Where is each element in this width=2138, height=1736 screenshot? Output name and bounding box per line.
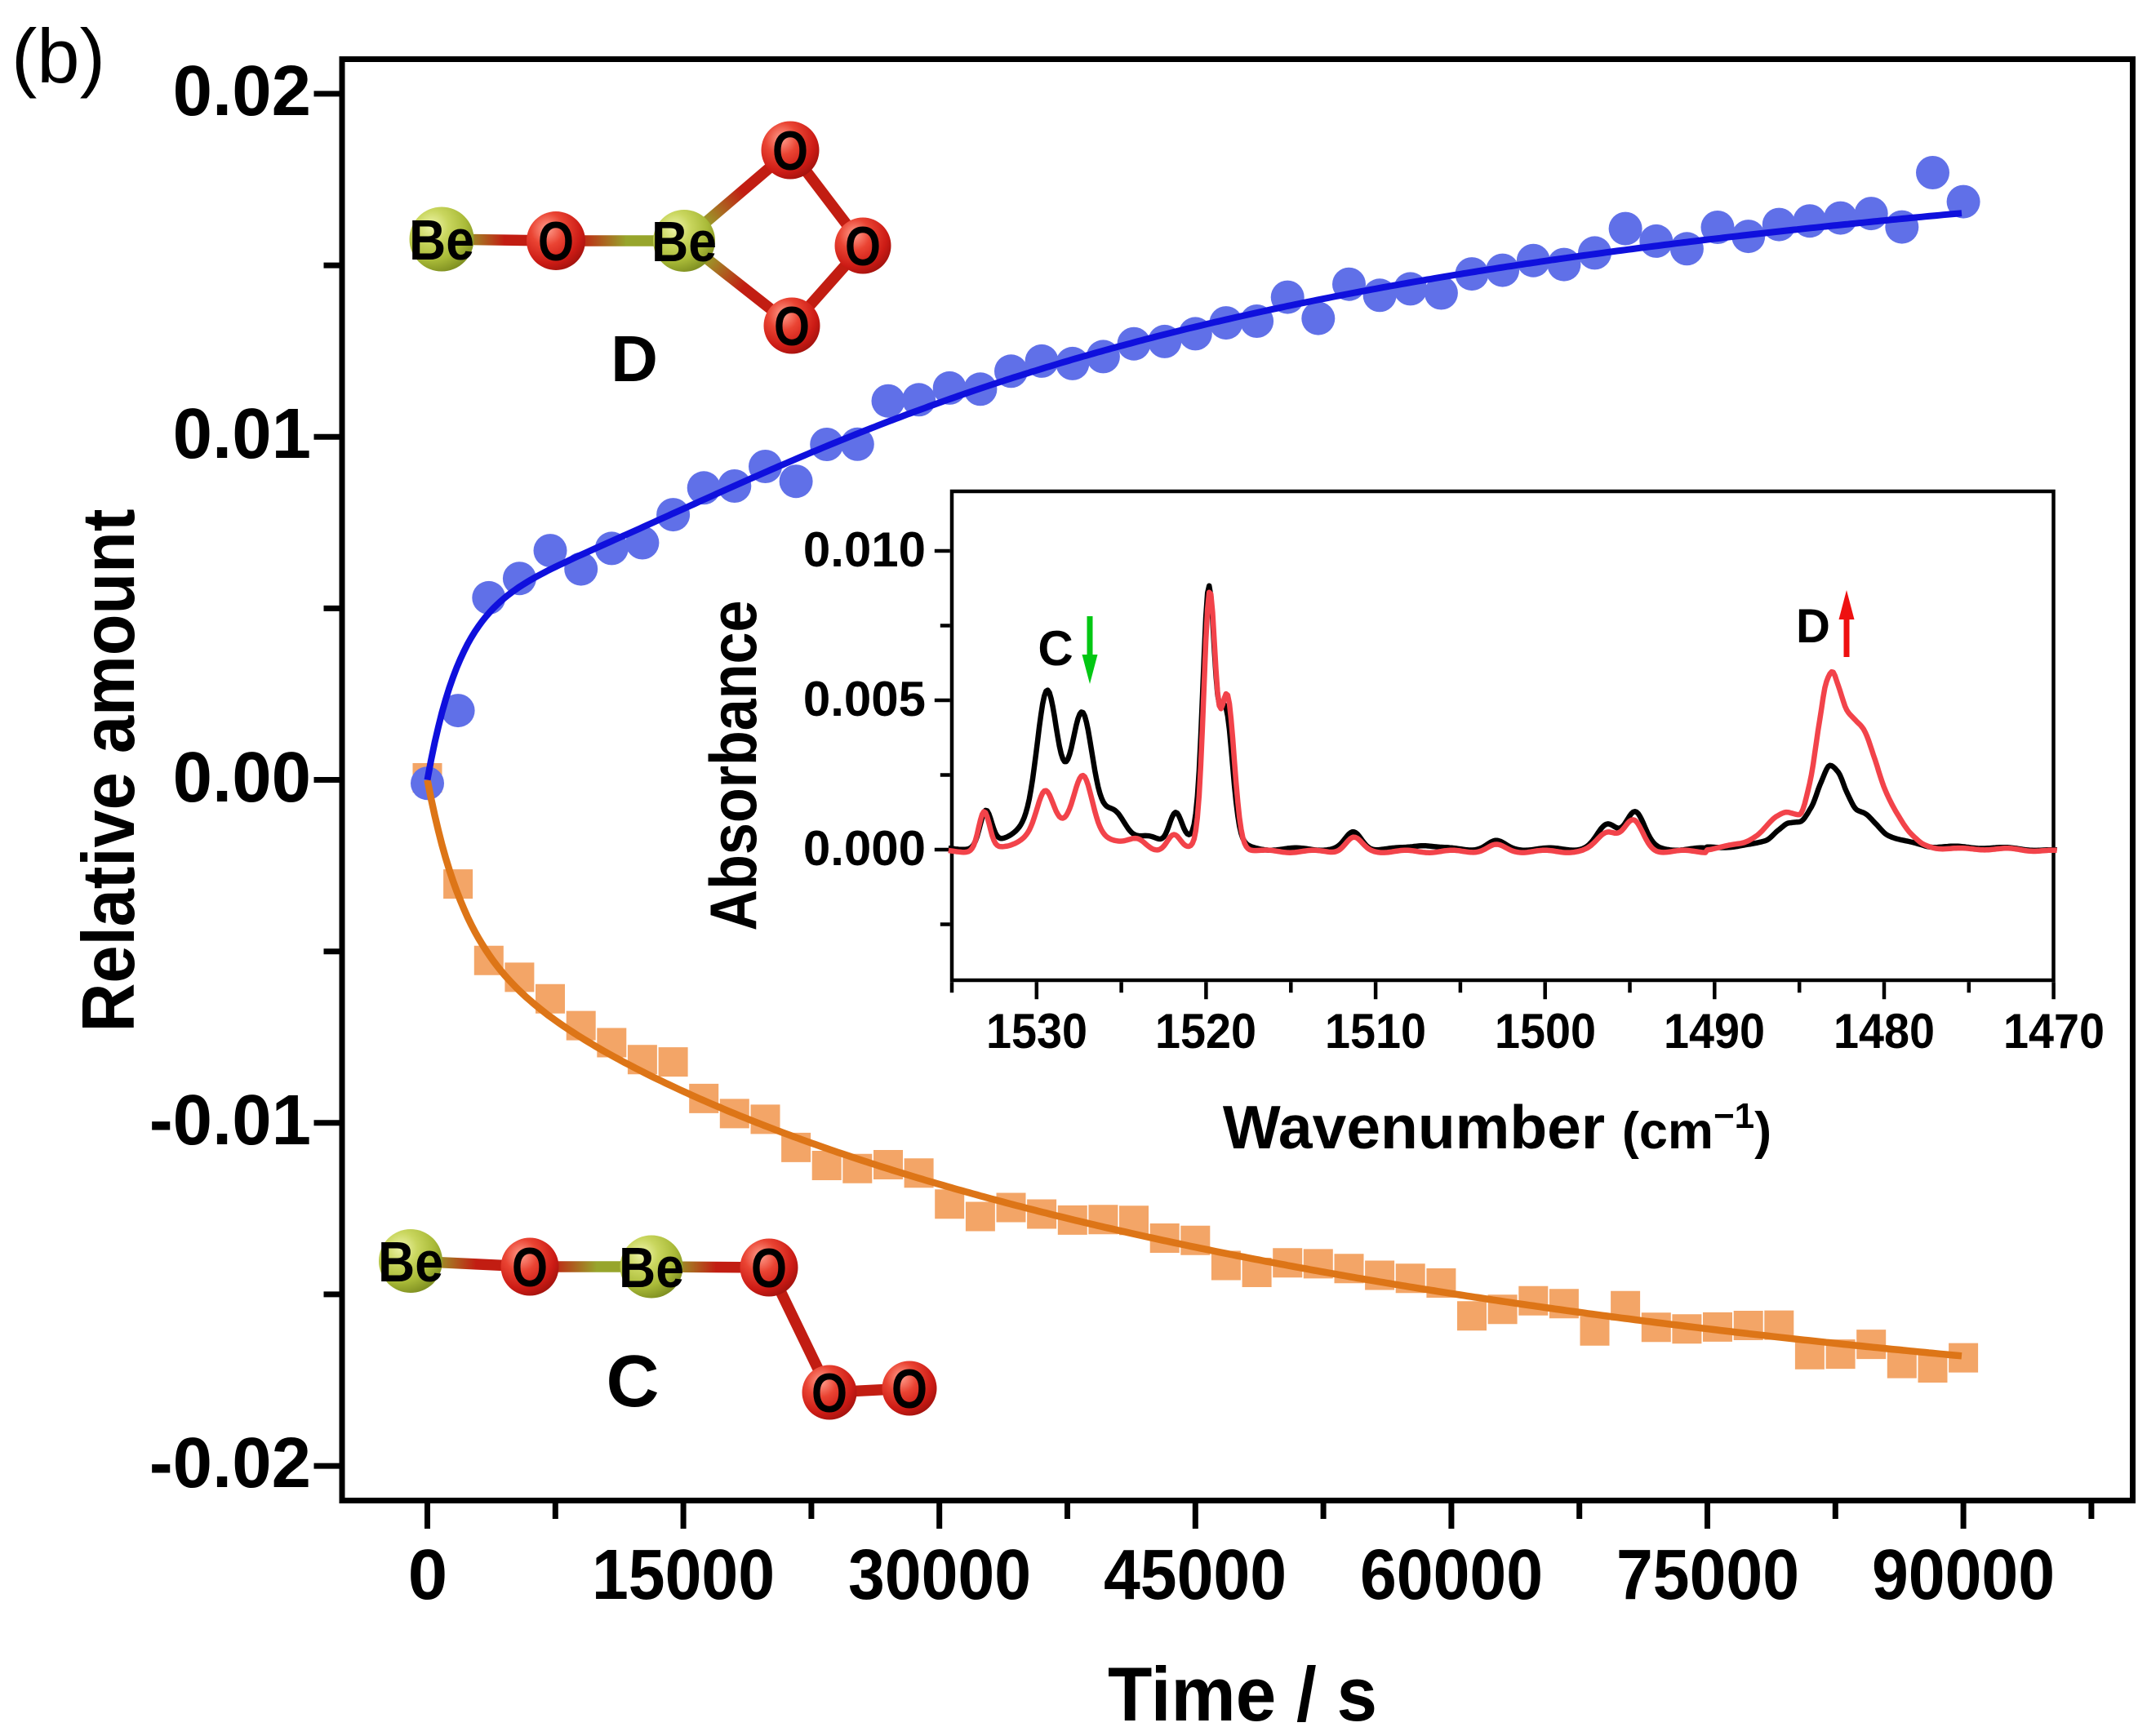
svg-text:0.01: 0.01 [173, 394, 311, 473]
svg-text:1490: 1490 [1664, 1004, 1765, 1059]
svg-text:Be: Be [619, 1236, 684, 1299]
svg-text:1470: 1470 [2003, 1004, 2105, 1059]
svg-text:O: O [751, 1237, 787, 1299]
svg-text:30000: 30000 [848, 1535, 1031, 1614]
svg-text:0.00: 0.00 [173, 738, 311, 817]
svg-text:D: D [611, 322, 658, 395]
svg-text:Time / s: Time / s [1108, 1651, 1377, 1736]
svg-text:O: O [845, 215, 881, 277]
svg-text:Wavenumber (cm−1): Wavenumber (cm−1) [1223, 1093, 1771, 1161]
svg-text:-0.02: -0.02 [149, 1423, 311, 1503]
svg-text:O: O [774, 295, 810, 357]
svg-text:1480: 1480 [1834, 1004, 1935, 1059]
svg-text:O: O [811, 1362, 847, 1424]
svg-text:0.000: 0.000 [803, 821, 926, 876]
svg-text:0: 0 [408, 1535, 447, 1614]
svg-text:0.005: 0.005 [803, 672, 926, 726]
svg-text:D: D [1796, 600, 1830, 653]
svg-text:O: O [512, 1237, 548, 1299]
svg-text:O: O [538, 211, 574, 273]
svg-text:60000: 60000 [1360, 1535, 1543, 1614]
svg-text:O: O [772, 120, 808, 182]
svg-text:C: C [607, 1341, 660, 1423]
svg-text:1520: 1520 [1155, 1004, 1256, 1059]
svg-text:90000: 90000 [1872, 1535, 2055, 1614]
svg-text:15000: 15000 [592, 1535, 775, 1614]
svg-text:1500: 1500 [1495, 1004, 1596, 1059]
svg-text:Absorbance: Absorbance [697, 601, 771, 931]
svg-text:Be: Be [409, 208, 474, 272]
svg-text:Be: Be [378, 1230, 443, 1294]
svg-text:0.02: 0.02 [173, 51, 311, 131]
svg-text:1530: 1530 [986, 1004, 1087, 1059]
svg-text:Be: Be [651, 210, 717, 273]
svg-text:0.010: 0.010 [803, 522, 926, 577]
svg-text:(b): (b) [11, 13, 105, 99]
svg-text:Relative amount: Relative amount [68, 509, 150, 1032]
svg-text:75000: 75000 [1616, 1535, 1799, 1614]
svg-text:45000: 45000 [1104, 1535, 1287, 1614]
svg-text:-0.01: -0.01 [149, 1081, 311, 1160]
svg-text:O: O [891, 1358, 927, 1420]
svg-text:1510: 1510 [1325, 1004, 1426, 1059]
svg-text:C: C [1038, 621, 1073, 676]
